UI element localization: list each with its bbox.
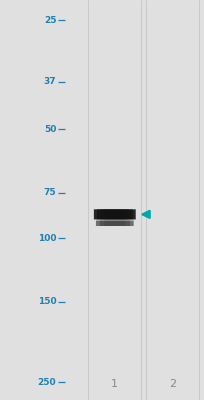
Text: 100: 100 xyxy=(38,234,56,242)
FancyBboxPatch shape xyxy=(99,220,129,227)
Text: 250: 250 xyxy=(38,378,56,387)
FancyBboxPatch shape xyxy=(105,209,124,220)
FancyBboxPatch shape xyxy=(96,209,132,220)
Text: 75: 75 xyxy=(43,188,56,197)
Text: 25: 25 xyxy=(44,16,56,25)
Text: 37: 37 xyxy=(43,77,56,86)
FancyBboxPatch shape xyxy=(93,209,135,220)
FancyBboxPatch shape xyxy=(101,209,128,220)
Text: 1: 1 xyxy=(111,379,118,389)
Text: 2: 2 xyxy=(168,379,175,389)
FancyBboxPatch shape xyxy=(104,220,125,227)
FancyBboxPatch shape xyxy=(95,220,133,227)
Text: 150: 150 xyxy=(38,297,56,306)
Text: 50: 50 xyxy=(44,124,56,134)
